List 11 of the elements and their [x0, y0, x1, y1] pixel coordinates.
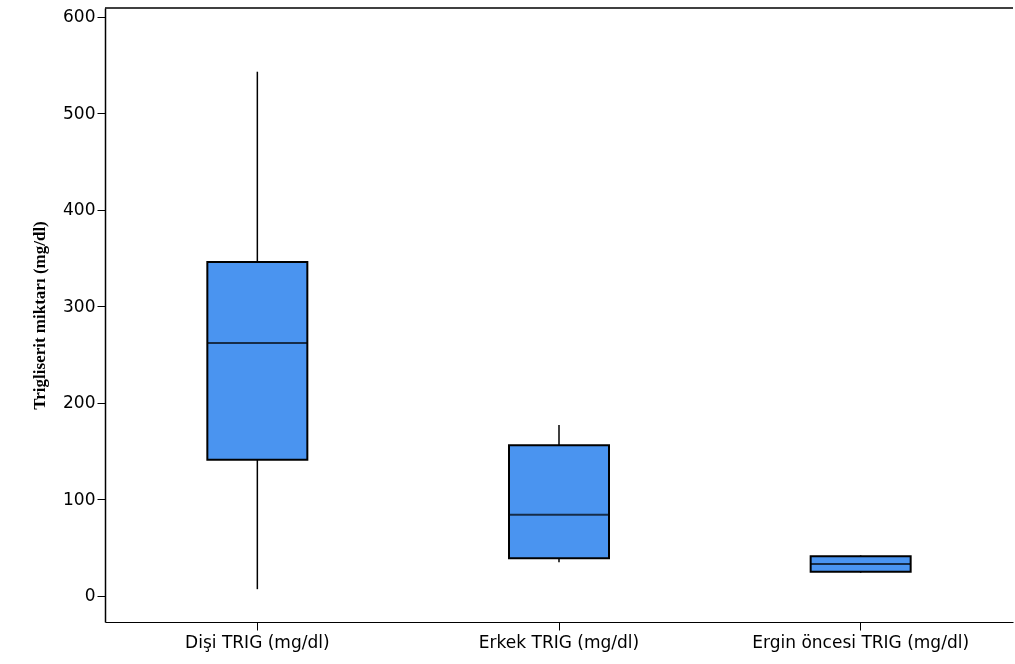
x-tick-label: Ergin öncesi TRIG (mg/dl) — [752, 631, 970, 652]
x-tick-label: Dişi TRIG (mg/dl) — [185, 631, 330, 652]
y-tick-label: 400 — [63, 199, 96, 220]
y-tick-label: 200 — [63, 392, 96, 413]
y-tick-label: 300 — [63, 295, 96, 316]
y-tick-label: 0 — [84, 585, 96, 606]
y-tick-label: 500 — [63, 102, 96, 123]
x-tick-label: Erkek TRIG (mg/dl) — [478, 631, 640, 652]
y-tick-label: 600 — [63, 6, 96, 27]
y-axis-title: Trigliserit miktarı (mg/dl) — [30, 221, 50, 410]
y-tick-label: 100 — [63, 488, 96, 509]
